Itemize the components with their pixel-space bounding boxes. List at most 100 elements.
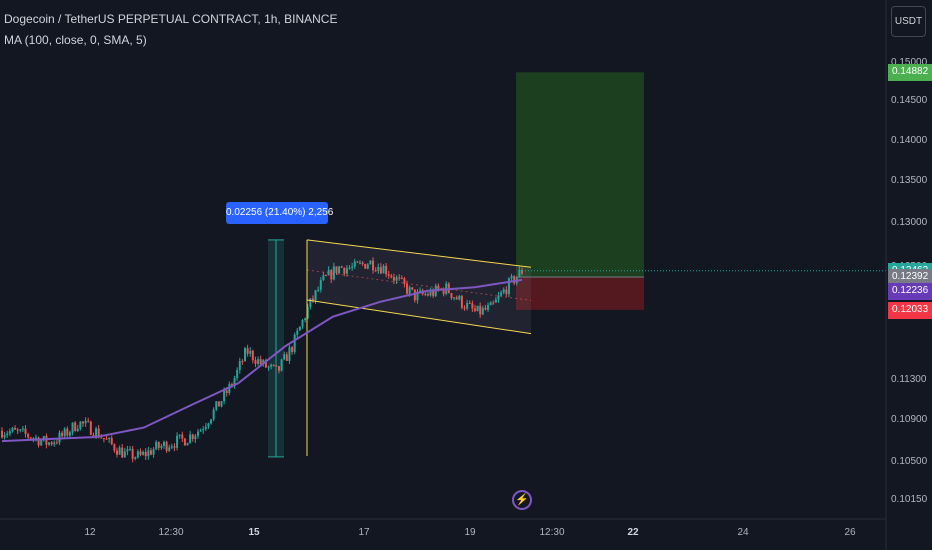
candle-body <box>332 266 335 280</box>
candle-body <box>497 295 500 300</box>
candle-body <box>319 280 322 290</box>
candle-body <box>377 267 380 271</box>
candle-body <box>210 419 213 424</box>
candle-body <box>487 305 490 310</box>
candle-body <box>244 348 247 362</box>
candle-body <box>102 438 105 440</box>
candle-body <box>419 290 422 292</box>
candle-body <box>225 390 228 393</box>
candle-body <box>212 409 215 420</box>
candle-body <box>306 306 309 319</box>
candle-body <box>37 437 40 446</box>
candle-body <box>489 302 492 306</box>
candle-body <box>403 278 406 285</box>
ma-indicator-legend[interactable]: MA (100, close, 0, SMA, 5) <box>4 33 147 47</box>
candle-body <box>79 421 82 429</box>
candle-body <box>139 451 142 455</box>
candle-body <box>382 265 385 274</box>
candle-body <box>270 364 273 367</box>
candle-body <box>262 360 265 365</box>
price-tick-label: 0.13500 <box>891 175 928 187</box>
candle-body <box>366 264 369 269</box>
candle-body <box>413 289 416 301</box>
candle-body <box>458 295 461 300</box>
candle-body <box>296 330 299 335</box>
candle-body <box>194 435 197 440</box>
candle-body <box>152 449 155 455</box>
candle-body <box>500 292 503 296</box>
symbol-title[interactable]: Dogecoin / TetherUS PERPETUAL CONTRACT, … <box>4 12 338 26</box>
candle-body <box>463 307 466 309</box>
price-tick-label: 0.10150 <box>891 494 928 506</box>
candle-body <box>484 307 487 310</box>
measure-label[interactable]: 0.02256 (21.40%) 2,256 <box>226 202 333 224</box>
candle-body <box>68 432 71 436</box>
candle-body <box>291 347 294 352</box>
time-tick-label: 19 <box>464 527 476 538</box>
candle-body <box>254 360 257 364</box>
candle-body <box>147 450 150 457</box>
stop-zone <box>516 277 644 310</box>
candle-body <box>416 291 419 301</box>
candle-body <box>115 450 118 455</box>
target-zone <box>516 72 644 278</box>
candle-body <box>163 441 166 446</box>
candle-body <box>400 277 403 279</box>
candle-body <box>19 429 22 431</box>
candle-body <box>228 384 231 393</box>
candle-body <box>27 433 30 438</box>
candle-body <box>468 302 471 304</box>
candle-body <box>450 293 453 299</box>
candle-body <box>476 305 479 312</box>
candle-body <box>95 428 98 437</box>
candle-body <box>223 390 226 402</box>
candle-body <box>170 446 173 448</box>
ma-line <box>1 278 523 443</box>
candle-body <box>369 260 372 265</box>
candle-body <box>330 269 333 280</box>
currency-button[interactable]: USDT <box>891 6 926 37</box>
candle-body <box>390 275 393 278</box>
candle-body <box>411 287 414 290</box>
candle-body <box>356 261 359 263</box>
candle-body <box>481 307 484 315</box>
candle-body <box>40 440 43 446</box>
candle-body <box>351 266 354 268</box>
candle-body <box>199 430 202 432</box>
price-tag-ma: 0.12236 <box>888 283 932 301</box>
candle-body <box>361 262 364 264</box>
candle-body <box>473 308 476 312</box>
candle-body <box>246 348 249 354</box>
candle-body <box>121 447 124 458</box>
candle-body <box>406 284 409 294</box>
candle-body <box>204 426 207 430</box>
candle-body <box>513 276 516 284</box>
candle-body <box>84 420 87 424</box>
candle-body <box>16 429 19 431</box>
candle-body <box>280 359 283 371</box>
lightning-icon[interactable]: ⚡ <box>512 490 532 510</box>
candle-body <box>196 431 199 436</box>
candle-body <box>108 437 111 440</box>
candle-body <box>372 260 375 271</box>
candle-body <box>502 289 505 293</box>
candle-body <box>6 433 9 435</box>
candle-body <box>14 427 17 430</box>
candle-body <box>183 438 186 446</box>
price-tag-value: 0.14882 <box>892 66 929 78</box>
time-tick-label: 17 <box>358 527 370 538</box>
candle-body <box>385 265 388 275</box>
candle-body <box>432 290 435 296</box>
channel-upper <box>306 239 532 268</box>
candle-body <box>53 442 56 445</box>
candle-body <box>322 275 325 281</box>
candle-body <box>136 451 139 458</box>
price-tick-label: 0.13000 <box>891 217 928 229</box>
time-tick-label: 12:30 <box>539 527 565 538</box>
candle-body <box>272 364 275 366</box>
candle-body <box>157 442 160 448</box>
candle-body <box>348 267 351 269</box>
candle-body <box>442 288 445 294</box>
price-tick-label: 0.11300 <box>891 374 927 386</box>
